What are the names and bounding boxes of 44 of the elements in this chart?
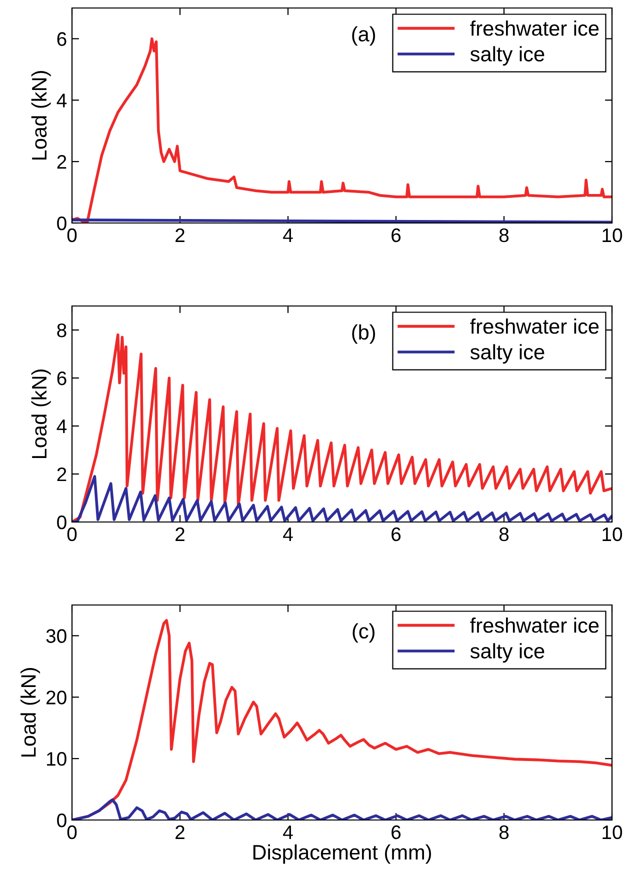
x-tick-label: 0 [67, 228, 77, 242]
x-tick-label: 0 [67, 825, 77, 840]
x-tick-label: 4 [283, 826, 293, 839]
legend-label: freshwater ice [470, 318, 599, 334]
y-tick-label: 2 [57, 467, 66, 482]
annotation: (b) [352, 324, 376, 344]
legend-label: freshwater ice [470, 618, 599, 633]
y-tick-label: 20 [46, 690, 66, 704]
x-tick-label: 2 [176, 527, 184, 541]
x-tick-label: 6 [392, 527, 401, 542]
x-tick-label: 6 [392, 825, 401, 840]
y-tick-label: 4 [56, 94, 67, 108]
y-axis-title: Load (kN) [31, 71, 51, 160]
x-tick-label: 2 [176, 825, 184, 839]
y-axis-title: Load (kN) [20, 668, 40, 757]
y-tick-label: 10 [46, 752, 66, 766]
x-tick-label: 8 [499, 825, 509, 840]
y-axis-title: Load (kN) [31, 370, 51, 458]
y-tick-label: 0 [57, 216, 66, 230]
x-tick-label: 10 [602, 825, 622, 840]
y-tick-label: 6 [57, 371, 66, 386]
x-tick-label: 6 [392, 228, 401, 242]
x-tick-label: 0 [67, 527, 77, 542]
legend-label: salty ice [470, 46, 544, 66]
y-tick-label: 0 [57, 515, 66, 530]
y-tick-label: 2 [57, 155, 66, 169]
x-tick-label: 2 [176, 228, 184, 242]
x-tick-label: 10 [602, 527, 622, 542]
x-tick-label: 8 [499, 228, 509, 242]
y-tick-label: 30 [46, 629, 66, 643]
x-tick-label: 10 [602, 228, 622, 242]
x-tick-label: 4 [283, 528, 293, 541]
legend-label: salty ice [470, 643, 544, 663]
y-tick-label: 6 [57, 32, 66, 46]
x-tick-label: 4 [283, 228, 293, 242]
legend-label: freshwater ice [470, 20, 599, 36]
y-tick-label: 8 [57, 323, 66, 338]
legend-label: salty ice [470, 344, 544, 364]
y-tick-label: 0 [57, 813, 66, 828]
x-tick-label: 8 [499, 527, 509, 542]
annotation: (a) [352, 26, 376, 46]
annotation: (c) [352, 623, 374, 643]
y-tick-label: 4 [56, 420, 67, 434]
x-axis-title: Displacement (mm) [253, 844, 432, 864]
